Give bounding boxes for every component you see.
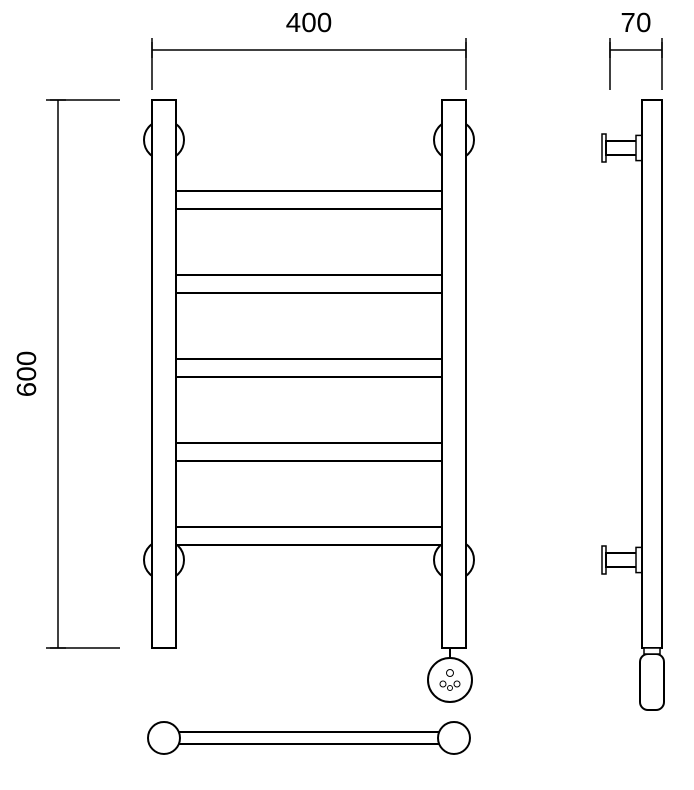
engineering-drawing: 400 70 600	[0, 0, 694, 790]
front-view	[144, 100, 474, 702]
dimension-depth-label: 70	[620, 7, 651, 38]
dimension-height-label: 600	[11, 351, 42, 398]
dimension-width-label: 400	[286, 7, 333, 38]
side-view	[602, 100, 664, 710]
top-view	[148, 722, 470, 754]
